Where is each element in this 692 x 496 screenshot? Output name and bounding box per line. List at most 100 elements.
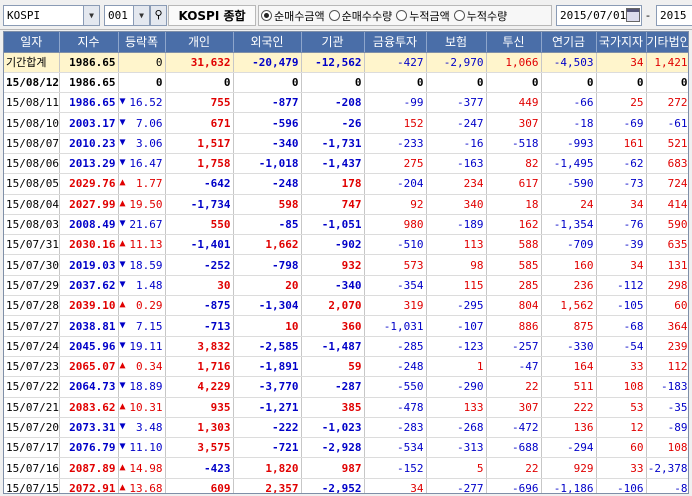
value-cell: -423	[165, 457, 234, 479]
column-header[interactable]: 기타법인	[646, 32, 688, 53]
table-row[interactable]: 15/08/06 2013.29 ▼ 16.47 1,758 -1,018 -1,437 27…	[4, 153, 688, 175]
value-cell: -313	[426, 437, 487, 459]
market-combo[interactable]: KOSPI ▼	[3, 5, 100, 26]
value-cell: -1,031	[364, 315, 427, 337]
column-header[interactable]: 외국인	[233, 32, 302, 53]
radio-net-amount[interactable]: 순매수금액	[261, 8, 325, 24]
chevron-down-icon[interactable]: ▼	[133, 6, 149, 25]
change-cell: ▼ 7.15	[118, 315, 166, 337]
change-value: 0.34	[136, 360, 163, 374]
chevron-down-icon[interactable]: ▼	[83, 6, 99, 25]
radio-label: 순매수수량	[341, 9, 393, 23]
value-cell: 307	[486, 397, 542, 418]
table-row[interactable]: 15/07/27 2038.81 ▼ 7.15 -713 10 360 -1,031 -107 8…	[4, 315, 688, 337]
table-row[interactable]: 15/08/05 2029.76 ▲ 1.77 -642 -248 178 -204 234 61…	[4, 173, 688, 195]
date-cell: 15/07/28	[4, 295, 60, 317]
calendar-icon[interactable]	[626, 8, 640, 22]
table-row[interactable]: 15/07/20 2073.31 ▼ 3.48 1,303 -222 -1,023 -283-…	[4, 417, 688, 439]
value-cell: 234	[426, 173, 487, 195]
value-cell: 609	[165, 478, 234, 493]
value-cell: 449	[486, 92, 542, 114]
table-row[interactable]: 15/08/07 2010.23 ▼ 3.06 1,517 -340 -1,731 -233-…	[4, 133, 688, 154]
value-cell: 0	[233, 72, 302, 94]
change-value: 7.06	[136, 116, 163, 130]
table-row[interactable]: 15/07/21 2083.62 ▲ 10.31 935 -1,271 385 -478 133…	[4, 397, 688, 418]
value-cell: 932	[301, 254, 365, 276]
table-row[interactable]: 15/07/24 2045.96 ▼ 19.11 3,832 -2,585 -1,487 -2…	[4, 336, 688, 357]
table-row[interactable]: 15/08/10 2003.17 ▼ 7.06 671 -596 -26 152 -247 307…	[4, 112, 688, 134]
table-row[interactable]: 15/08/11 1986.65 ▼ 16.52 755 -877 -208 -99 -377 4…	[4, 92, 688, 114]
table-row[interactable]: 15/07/30 2019.03 ▼ 18.59 -252 -798 932 573 98 585…	[4, 254, 688, 276]
value-cell: -8	[646, 478, 688, 493]
change-value: 0	[155, 55, 163, 69]
column-header[interactable]: 지수	[59, 32, 119, 53]
column-header[interactable]: 금융투자	[364, 32, 427, 53]
value-cell: -1,271	[233, 397, 302, 418]
value-cell: 585	[486, 254, 542, 276]
column-header[interactable]: 보험	[426, 32, 487, 53]
column-header[interactable]: 기관	[301, 32, 365, 53]
index-cell: 2038.81	[59, 315, 119, 337]
market-name: KOSPI 종합	[168, 5, 256, 26]
column-header[interactable]: 등락폭	[118, 32, 166, 53]
column-header[interactable]: 일자	[4, 32, 60, 53]
table-row[interactable]: 15/07/16 2087.89 ▲ 14.98 -423 1,820 987 -152 5 22…	[4, 457, 688, 479]
date-cell: 15/07/27	[4, 315, 60, 337]
date-to-input[interactable]: 2015	[656, 5, 692, 26]
value-cell: 683	[646, 153, 688, 175]
column-header[interactable]: 개인	[165, 32, 234, 53]
table-row[interactable]: 15/07/28 2039.10 ▲ 0.29 -875 -1,304 2,070 319 -2…	[4, 295, 688, 317]
value-cell: -993	[541, 133, 597, 154]
radio-net-quantity[interactable]: 순매수수량	[328, 8, 393, 24]
index-cell: 1986.65	[59, 52, 119, 73]
value-cell: -183	[646, 376, 688, 398]
table-row[interactable]: 15/07/23 2065.07 ▲ 0.34 1,716 -1,891 59 -248 1 -4…	[4, 356, 688, 378]
table-row[interactable]: 15/07/17 2076.79 ▼ 11.10 3,575 -721 -2,928 -534…	[4, 437, 688, 459]
change-value: 18.59	[129, 258, 163, 272]
change-cell: ▼ 1.48	[118, 275, 166, 297]
value-cell: 0	[596, 72, 647, 94]
radio-cum-quantity[interactable]: 누적수량	[453, 8, 507, 24]
value-cell: 2,070	[301, 295, 365, 317]
value-cell: 635	[646, 234, 688, 256]
index-cell: 2073.31	[59, 417, 119, 439]
date-cell: 15/07/17	[4, 437, 60, 459]
table-row[interactable]: 15/08/03 2008.49 ▼ 21.67 550 -85 -1,051 980 -189…	[4, 214, 688, 236]
value-cell: 162	[486, 214, 542, 236]
radio-cum-amount[interactable]: 누적금액	[396, 8, 450, 24]
value-cell: -76	[596, 214, 647, 236]
column-header[interactable]: 국가지자	[596, 32, 647, 53]
code-combo[interactable]: 001 ▼	[104, 5, 150, 26]
table-row[interactable]: 15/08/04 2027.99 ▲ 19.50 -1,734 598 747 92 340 18…	[4, 194, 688, 215]
value-cell: 747	[301, 194, 365, 215]
table-row[interactable]: 15/07/31 2030.16 ▲ 11.13 -1,401 1,662 -902 -510…	[4, 234, 688, 256]
value-cell: 1,662	[233, 234, 302, 256]
value-cell: -1,401	[165, 234, 234, 256]
date-from-input[interactable]: 2015/07/01	[556, 5, 642, 26]
table-row[interactable]: 기간합계 1986.65 0 31,632 -20,479 -12,562 -427 -2,9…	[4, 52, 688, 73]
date-cell: 15/07/16	[4, 457, 60, 479]
value-cell: -3,770	[233, 376, 302, 398]
value-cell: -112	[596, 275, 647, 297]
change-cell: ▼ 18.59	[118, 254, 166, 276]
change-value: 10.31	[129, 400, 163, 414]
value-cell: -257	[486, 336, 542, 357]
table-row[interactable]: 15/08/12 1986.65 0 0 0 0 0 0 0 0 0 0	[4, 72, 688, 94]
value-cell: 319	[364, 295, 427, 317]
value-cell: 1,758	[165, 153, 234, 175]
index-cell: 2083.62	[59, 397, 119, 418]
value-cell: -2,378	[646, 457, 688, 479]
value-cell: -189	[426, 214, 487, 236]
date-cell: 15/08/03	[4, 214, 60, 236]
index-cell: 2003.17	[59, 112, 119, 134]
value-cell: -510	[364, 234, 427, 256]
change-cell: ▼ 21.67	[118, 214, 166, 236]
column-header[interactable]: 투신	[486, 32, 542, 53]
table-row[interactable]: 15/07/29 2037.62 ▼ 1.48 30 20 -340 -354 115 285 23…	[4, 275, 688, 297]
search-icon[interactable]: ⚲	[150, 5, 167, 26]
index-cell: 2008.49	[59, 214, 119, 236]
table-row[interactable]: 15/07/22 2064.73 ▼ 18.89 4,229 -3,770 -287 -550…	[4, 376, 688, 398]
table-row[interactable]: 15/07/15 2072.91 ▲ 13.68 609 2,357 -2,952 34 -27…	[4, 478, 688, 493]
value-cell: -377	[426, 92, 487, 114]
column-header[interactable]: 연기금	[541, 32, 597, 53]
